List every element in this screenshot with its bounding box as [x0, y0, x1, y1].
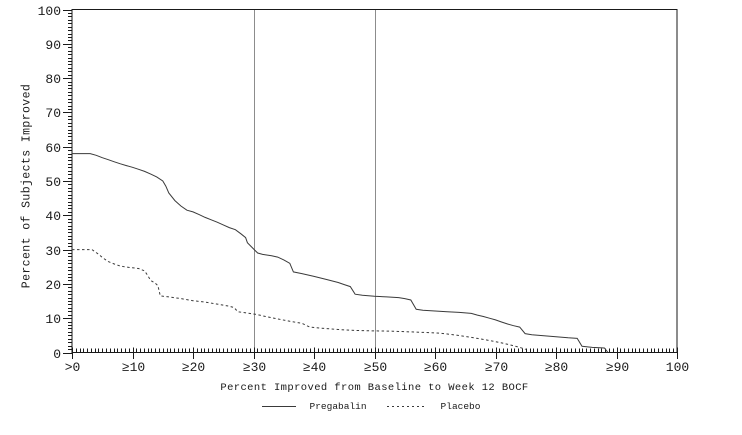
placebo-line-swatch: [386, 406, 427, 407]
series-line-placebo: [72, 249, 526, 350]
y-tick-label: 40: [45, 209, 61, 224]
y-tick-label: 100: [38, 4, 61, 19]
y-tick-label: 10: [45, 312, 61, 327]
x-tick-label: 100: [666, 360, 689, 375]
legend: Pregabalin Placebo: [0, 401, 742, 412]
y-tick-label: 70: [45, 106, 61, 121]
x-tick-label: ≥90: [606, 360, 629, 375]
pregabalin-line-swatch: [261, 406, 296, 407]
x-axis-title: Percent Improved from Baseline to Week 1…: [220, 382, 529, 394]
y-tick-label: 20: [45, 278, 61, 293]
x-tick-label: ≥50: [364, 360, 387, 375]
y-tick-label: 30: [45, 244, 61, 259]
y-tick-label: 80: [45, 72, 61, 87]
series-line-pregabalin: [72, 153, 609, 353]
legend-item-placebo: Placebo: [386, 401, 481, 412]
legend-label-pregabalin: Pregabalin: [309, 401, 367, 412]
y-tick-label: 90: [45, 38, 61, 53]
y-tick-label: 0: [53, 347, 61, 362]
x-tick-label: ≥10: [122, 360, 145, 375]
x-tick-label: ≥40: [303, 360, 326, 375]
x-tick-label: ≥70: [485, 360, 508, 375]
x-tick-label: ≥30: [243, 360, 266, 375]
y-tick-label: 60: [45, 141, 61, 156]
x-tick-label: >0: [65, 360, 81, 375]
legend-label-placebo: Placebo: [440, 401, 481, 412]
x-tick-label: ≥80: [545, 360, 568, 375]
x-tick-label: ≥20: [182, 360, 205, 375]
y-tick-label: 50: [45, 175, 61, 190]
x-tick-label: ≥60: [424, 360, 447, 375]
legend-item-pregabalin: Pregabalin: [261, 401, 367, 412]
